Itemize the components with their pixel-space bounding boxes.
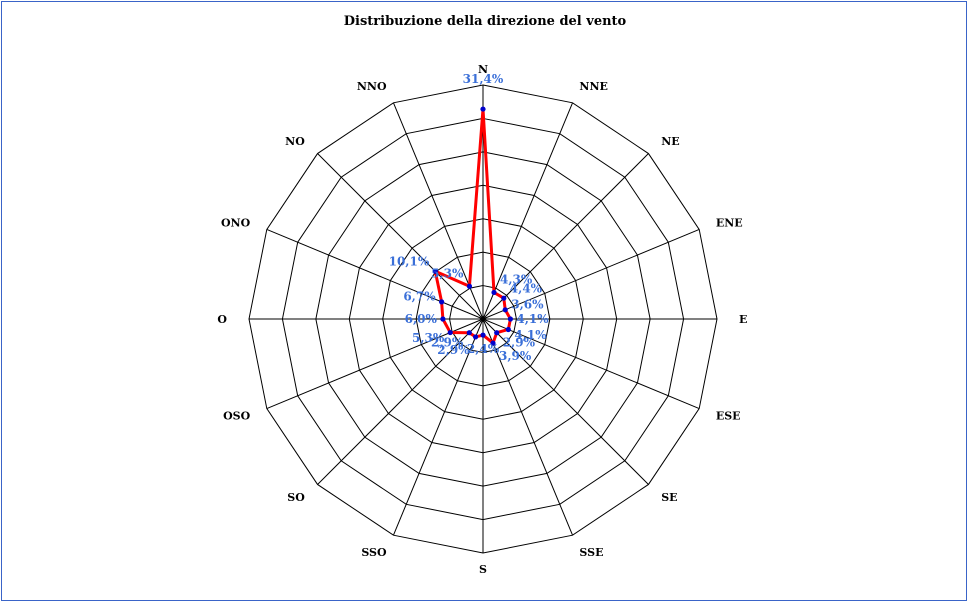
value-label-ene: 3,6% (511, 297, 544, 311)
direction-label-e: E (739, 313, 747, 326)
value-label-nne: 4,3% (500, 273, 533, 287)
direction-label-ono: ONO (221, 217, 251, 230)
direction-label-se: SE (661, 491, 677, 504)
data-point-n (480, 106, 486, 112)
data-point-ono (439, 299, 445, 305)
value-label-ese: 4,1% (514, 328, 547, 342)
value-label-sse: 3,9% (499, 349, 532, 363)
spoke-oso (266, 318, 484, 410)
direction-label-sse: SSE (579, 546, 603, 559)
direction-label-nno: NNO (357, 80, 387, 93)
value-label-e: 4,1% (516, 312, 549, 326)
value-label-nno: 5,3% (431, 266, 464, 280)
data-point-s (480, 332, 486, 338)
direction-label-so: SO (287, 491, 305, 504)
value-label-ono: 6,7% (403, 290, 436, 304)
value-label-n: 31,4% (463, 72, 504, 86)
direction-label-n: N (478, 63, 488, 76)
data-point-e (507, 316, 514, 322)
value-label-ne: 4,4% (510, 281, 543, 295)
direction-label-ese: ESE (716, 409, 741, 422)
data-point-ese (505, 326, 511, 333)
data-point-nne (491, 289, 497, 296)
value-label-so: 2,9% (431, 336, 464, 350)
value-label-o: 6,0% (405, 312, 438, 326)
data-point-sso (472, 334, 479, 340)
data-point-oso (447, 329, 453, 336)
value-label-s: 2,4% (467, 342, 500, 356)
direction-label-o: O (217, 313, 227, 326)
spoke-ono (266, 228, 484, 320)
direction-label-no: NO (285, 135, 305, 148)
spoke-ene (482, 228, 700, 320)
direction-label-ene: ENE (716, 217, 743, 230)
spoke-nne (482, 102, 574, 320)
data-point-ene (502, 307, 508, 313)
spoke-se (482, 318, 649, 485)
spoke-sse (482, 318, 574, 536)
value-label-oso: 5,3% (412, 331, 445, 345)
spoke-no (317, 153, 484, 320)
direction-label-oso: OSO (223, 409, 251, 422)
value-label-no: 10,1% (389, 254, 430, 268)
data-point-no (432, 268, 438, 274)
direction-label-s: S (479, 563, 487, 576)
chart-title: Distribuzione della direzione del vento (343, 14, 627, 29)
direction-label-sso: SSO (361, 546, 387, 559)
spoke-ese (482, 318, 700, 410)
spoke-nno (392, 102, 484, 320)
radar-spokes (249, 85, 717, 553)
data-point-so (466, 330, 472, 336)
direction-label-nne: NNE (579, 80, 608, 93)
value-label-sso: 2,9% (437, 343, 470, 357)
data-point-o (440, 316, 446, 322)
value-labels: 31,4%4,3%4,4%3,6%4,1%4,1%2,9%3,9%2,4%2,9… (389, 72, 550, 363)
data-point-sse (490, 340, 496, 346)
spoke-sso (392, 318, 484, 536)
spoke-ne (482, 153, 649, 320)
direction-label-ne: NE (661, 135, 679, 148)
value-label-se: 2,9% (503, 336, 536, 350)
direction-labels: N NNE NE ENE E ESE SE SSE S SSO SO OSO O ONO NO NNO (217, 63, 747, 576)
data-point-nno (466, 283, 473, 289)
data-point-ne (501, 295, 507, 301)
spoke-so (317, 318, 484, 485)
radar-markers (432, 106, 514, 346)
data-point-se (494, 330, 500, 336)
